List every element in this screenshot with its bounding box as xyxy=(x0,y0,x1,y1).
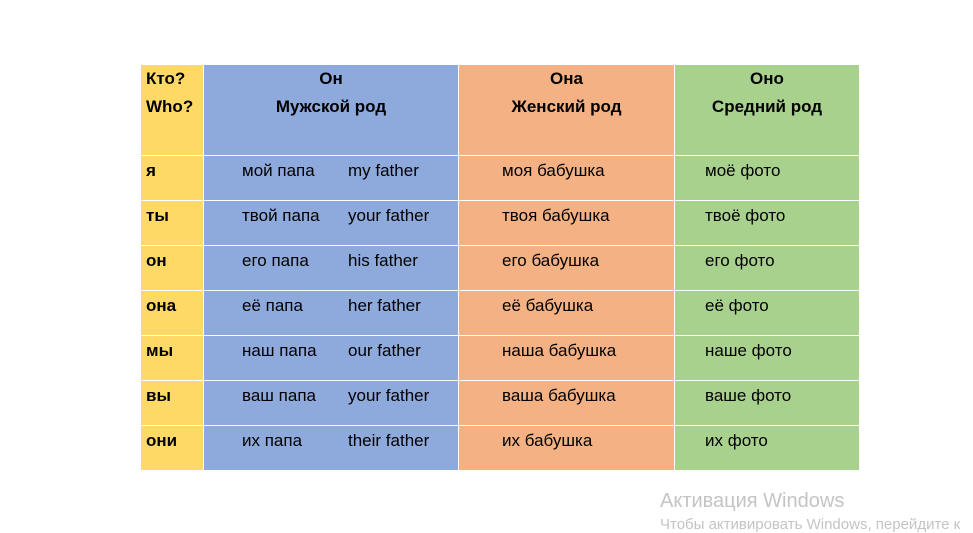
masculine-en: his father xyxy=(348,251,418,270)
masculine-en: our father xyxy=(348,341,421,360)
neuter-ru: твоё фото xyxy=(705,206,786,225)
neuter-ru: её фото xyxy=(705,296,769,315)
table-cell: их фото xyxy=(675,426,859,470)
masculine-ru: её папа xyxy=(242,296,303,315)
table-cell: его бабушка xyxy=(459,246,674,290)
table-cell: её папа her father xyxy=(204,291,458,335)
table-cell: он xyxy=(141,246,203,290)
feminine-ru: моя бабушка xyxy=(502,161,605,180)
table-cell: наш папа our father xyxy=(204,336,458,380)
table-cell: вы xyxy=(141,381,203,425)
table-cell: мы xyxy=(141,336,203,380)
masculine-ru: их папа xyxy=(242,431,303,450)
header-feminine-gender: Женский род xyxy=(511,97,622,116)
feminine-ru: его бабушка xyxy=(502,251,600,270)
header-who: Кто? Who? xyxy=(141,65,203,155)
neuter-ru: моё фото xyxy=(705,161,781,180)
table-cell: ваша бабушка xyxy=(459,381,674,425)
neuter-ru: их фото xyxy=(705,431,768,450)
who-pronoun: я xyxy=(146,161,156,180)
windows-activation-subtitle: Чтобы активировать Windows, перейдите к xyxy=(660,516,961,533)
who-pronoun: он xyxy=(146,251,167,270)
feminine-ru: ваша бабушка xyxy=(502,386,616,405)
table-cell: их папа their father xyxy=(204,426,458,470)
table-cell: его фото xyxy=(675,246,859,290)
table-cell: мой папа my father xyxy=(204,156,458,200)
masculine-en: their father xyxy=(348,431,430,450)
header-masculine-gender: Мужской род xyxy=(275,97,387,116)
header-masculine: Он Мужской род xyxy=(204,65,458,155)
masculine-ru: мой папа xyxy=(242,161,315,180)
header-masculine-pronoun: Он xyxy=(319,69,343,88)
who-pronoun: ты xyxy=(146,206,169,225)
masculine-ru: твой папа xyxy=(242,206,320,225)
windows-activation-title: Активация Windows xyxy=(660,490,845,512)
table-cell: ваше фото xyxy=(675,381,859,425)
neuter-ru: ваше фото xyxy=(705,386,792,405)
masculine-en: your father xyxy=(348,206,430,225)
masculine-ru: наш папа xyxy=(242,341,317,360)
who-pronoun: вы xyxy=(146,386,171,405)
header-feminine-pronoun: Она xyxy=(550,69,583,88)
header-neuter-pronoun: Оно xyxy=(750,69,784,88)
header-feminine: Она Женский род xyxy=(459,65,674,155)
table-cell: наше фото xyxy=(675,336,859,380)
table-cell: наша бабушка xyxy=(459,336,674,380)
masculine-ru: его папа xyxy=(242,251,309,270)
table-cell: их бабушка xyxy=(459,426,674,470)
table-cell: твоё фото xyxy=(675,201,859,245)
table-cell: моё фото xyxy=(675,156,859,200)
neuter-ru: его фото xyxy=(705,251,775,270)
table-cell: твоя бабушка xyxy=(459,201,674,245)
feminine-ru: её бабушка xyxy=(502,296,594,315)
who-pronoun: они xyxy=(146,431,178,450)
header-who-ru: Кто? xyxy=(146,69,186,88)
who-pronoun: она xyxy=(146,296,177,315)
table-cell: её бабушка xyxy=(459,291,674,335)
who-pronoun: мы xyxy=(146,341,174,360)
table-cell: она xyxy=(141,291,203,335)
feminine-ru: твоя бабушка xyxy=(502,206,610,225)
table-cell: они xyxy=(141,426,203,470)
table-cell: моя бабушка xyxy=(459,156,674,200)
masculine-ru: ваш папа xyxy=(242,386,316,405)
neuter-ru: наше фото xyxy=(705,341,792,360)
masculine-en: her father xyxy=(348,296,421,315)
feminine-ru: их бабушка xyxy=(502,431,593,450)
table-cell: ваш папа your father xyxy=(204,381,458,425)
table-cell: его папа his father xyxy=(204,246,458,290)
masculine-en: my father xyxy=(348,161,419,180)
table-cell: твой папа your father xyxy=(204,201,458,245)
header-neuter-gender: Средний род xyxy=(711,97,823,116)
feminine-ru: наша бабушка xyxy=(502,341,617,360)
table-cell: её фото xyxy=(675,291,859,335)
table-cell: ты xyxy=(141,201,203,245)
header-neuter: Оно Средний род xyxy=(675,65,859,155)
header-who-en: Who? xyxy=(146,97,194,116)
table-cell: я xyxy=(141,156,203,200)
masculine-en: your father xyxy=(348,386,430,405)
